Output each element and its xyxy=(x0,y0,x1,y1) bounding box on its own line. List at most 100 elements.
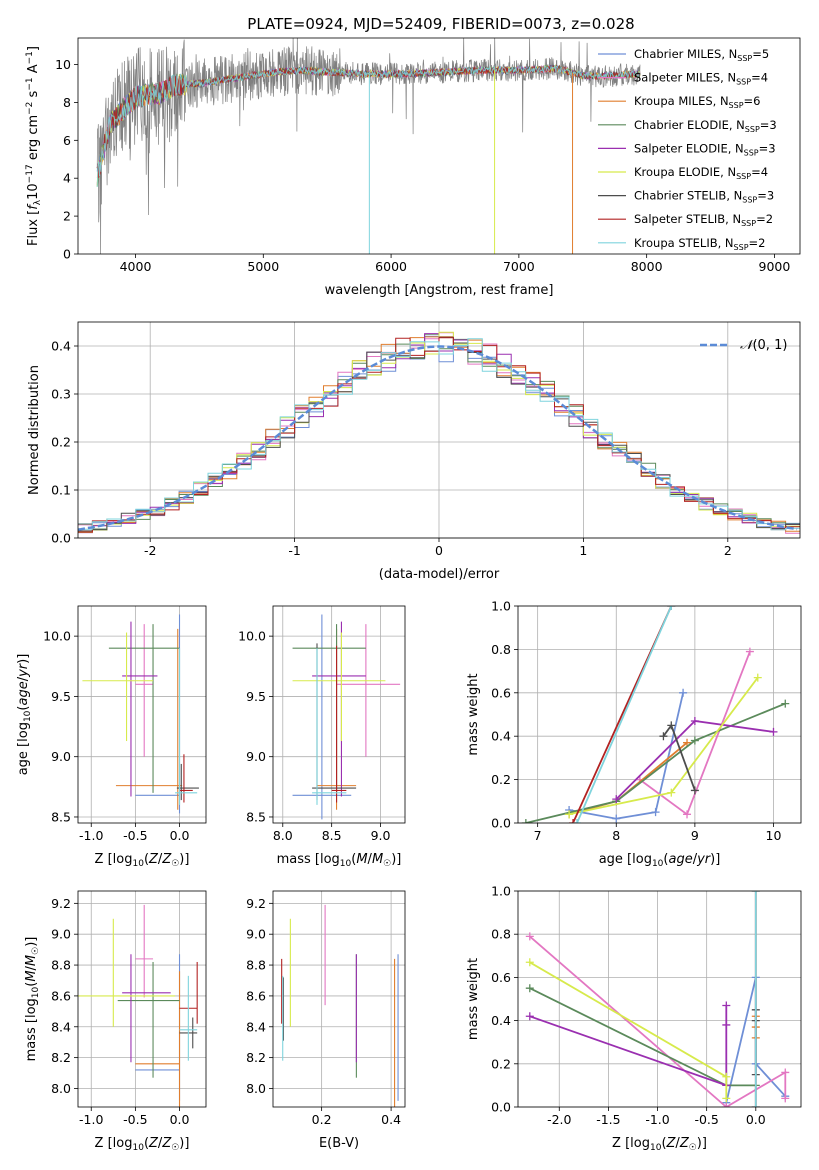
y-tick-label: 4 xyxy=(63,171,71,186)
mass-vs-Z-plot-area xyxy=(78,904,198,1107)
x-tick-label: 0.4 xyxy=(381,1112,401,1127)
legend: Chabrier MILES, NSSP=5 Salpeter MILES, NS… xyxy=(598,47,777,252)
data-point xyxy=(179,975,198,1061)
y-tick-label: 10.0 xyxy=(238,629,266,644)
y-tick-label: 9.5 xyxy=(51,689,71,704)
y-tick-label: 8.4 xyxy=(246,1019,266,1034)
y-tick-label: 0.4 xyxy=(491,729,511,744)
x-tick-label: 0.0 xyxy=(746,1112,766,1127)
data-point xyxy=(179,754,193,803)
spectrum-plot-area xyxy=(96,38,641,254)
x-axis-label: (data-model)/error xyxy=(379,567,500,582)
y-tick-label: 9.5 xyxy=(246,689,266,704)
weight-series-line xyxy=(568,692,684,820)
data-point xyxy=(135,624,154,757)
residuals-plot-area xyxy=(78,331,800,534)
x-axis-label: age [log10(age/yr)] xyxy=(599,852,721,869)
weight-marker xyxy=(569,819,578,823)
y-tick-label: 0.8 xyxy=(491,927,511,942)
axes-frame xyxy=(517,605,802,824)
weight-marker xyxy=(781,1068,790,1077)
legend-entry: Kroupa ELODIE, NSSP=4 xyxy=(634,165,768,181)
weight-marker xyxy=(525,1012,534,1021)
y-tick-label: 8.5 xyxy=(246,809,266,824)
weight-marker xyxy=(525,958,534,967)
weight-marker xyxy=(525,984,534,993)
y-tick-label: 0 xyxy=(63,247,71,262)
age-vs-Z-plot-area xyxy=(82,614,199,814)
age-vs-mass-panel: 8.0 8.5 9.0 8.5 9.0 9.5 10.0 mass [log10(M/M☉)] xyxy=(238,605,406,869)
legend-entry: Chabrier STELIB, NSSP=3 xyxy=(634,189,774,205)
weight-marker xyxy=(753,673,762,682)
x-tick-label: 9.0 xyxy=(371,828,391,843)
x-tick-label: 0 xyxy=(435,543,443,558)
x-axis-label: E(B-V) xyxy=(319,1136,359,1151)
weight-marker xyxy=(525,932,534,941)
x-tick-label: -2 xyxy=(144,543,156,558)
data-point xyxy=(331,645,347,803)
mass-weight-vs-age-plot-area xyxy=(521,606,790,823)
data-point xyxy=(312,648,347,805)
x-tick-label: -2.0 xyxy=(547,1112,571,1127)
weight-marker xyxy=(683,738,692,747)
y-tick-label: 0.0 xyxy=(491,1100,511,1115)
x-axis-label: mass [log10(M/M☉)] xyxy=(277,852,402,869)
y-tick-label: 0.1 xyxy=(51,483,71,498)
y-tick-label: 0.6 xyxy=(491,685,511,700)
weight-marker xyxy=(667,606,676,610)
y-tick-label: 9.0 xyxy=(51,927,71,942)
weight-marker xyxy=(683,810,692,819)
weight-marker xyxy=(667,788,676,797)
y-axis-label: mass weight xyxy=(466,673,481,755)
legend: 𝒩(0, 1) xyxy=(700,338,787,353)
axes-frame xyxy=(517,890,802,1108)
weight-series-line xyxy=(529,1005,728,1087)
y-tick-label: 9.2 xyxy=(246,896,266,911)
y-tick-label: 6 xyxy=(63,133,71,148)
mass-weight-vs-Z-plot-area xyxy=(525,891,790,1107)
data-point xyxy=(175,648,198,805)
residual-histogram xyxy=(78,338,800,531)
weight-series-line xyxy=(529,987,756,1087)
x-axis-label: Z [log10(Z/Z☉)] xyxy=(612,1136,707,1153)
weight-marker xyxy=(565,810,574,819)
x-axis-label: Z [log10(Z/Z☉)] xyxy=(95,852,190,869)
weight-marker xyxy=(751,1103,760,1107)
data-point xyxy=(336,624,401,757)
x-tick-label: 8000 xyxy=(631,259,663,274)
y-axis-label: mass [log10(M/M☉)] xyxy=(24,937,41,1062)
y-tick-label: 0.0 xyxy=(491,816,511,831)
data-point xyxy=(135,954,181,1101)
y-tick-label: 8.6 xyxy=(51,988,71,1003)
data-point xyxy=(78,918,176,1027)
weight-marker xyxy=(745,647,754,656)
y-tick-label: 0.3 xyxy=(51,387,71,402)
y-tick-label: 8.8 xyxy=(246,958,266,973)
x-tick-label: -0.5 xyxy=(123,828,147,843)
y-axis-label: Flux [fλ10−17 erg cm−2 s−1 A−1] xyxy=(25,46,43,246)
x-tick-label: 8.0 xyxy=(273,828,293,843)
spectrum-panel: 4000 5000 6000 7000 8000 9000 0 2 4 6 8 10 wavelengt… xyxy=(25,37,801,298)
mass-vs-Z-panel: -1.0 -0.5 0.0 8.0 8.2 8.4 8.6 8.8 9.0 9.2 Z [log10… xyxy=(24,890,207,1153)
data-point xyxy=(117,961,180,1078)
y-axis-label: mass weight xyxy=(466,958,481,1040)
axes-frame xyxy=(77,890,207,1108)
x-tick-label: 7000 xyxy=(503,259,535,274)
axes-frame xyxy=(77,321,801,539)
data-point xyxy=(292,632,386,742)
x-tick-label: -0.5 xyxy=(123,1112,147,1127)
data-point xyxy=(122,621,158,797)
legend-entry: Salpeter STELIB, NSSP=2 xyxy=(634,212,773,228)
data-point xyxy=(176,763,199,801)
weight-marker xyxy=(667,721,676,730)
data-point xyxy=(292,614,352,820)
axes-frame xyxy=(272,890,406,1108)
y-tick-label: 9.0 xyxy=(246,749,266,764)
model-spectrum xyxy=(96,64,641,188)
x-tick-label: -1.0 xyxy=(79,828,103,843)
data-point xyxy=(82,632,154,742)
figure-title: PLATE=0924, MJD=52409, FIBERID=0073, z=0… xyxy=(247,15,634,33)
x-tick-label: 1 xyxy=(579,543,587,558)
x-tick-label: 0.0 xyxy=(170,1112,190,1127)
